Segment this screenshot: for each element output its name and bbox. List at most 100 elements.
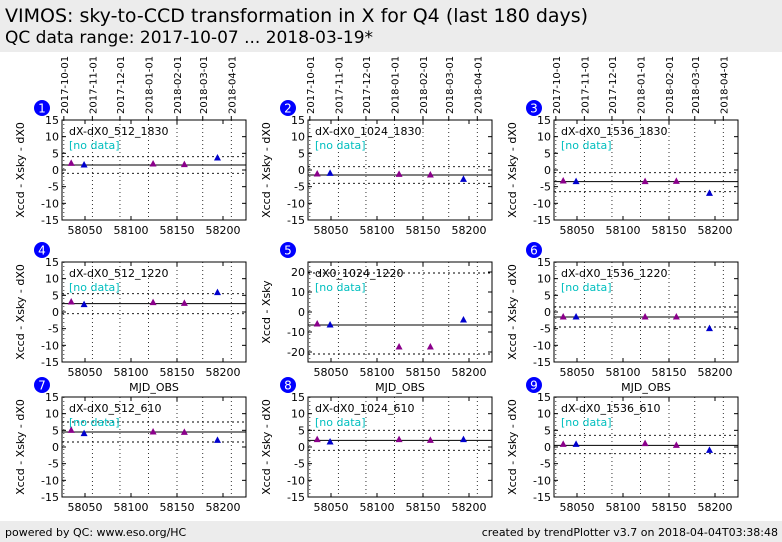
y-tick-label: -5 bbox=[48, 458, 59, 471]
y-tick-label: -10 bbox=[287, 326, 305, 339]
data-point bbox=[180, 160, 188, 168]
x-tick-label: 58050 bbox=[314, 366, 349, 379]
date-tick-label: 2018-03-01 bbox=[445, 56, 456, 114]
x-tick-label: 58200 bbox=[206, 366, 241, 379]
footer-powered-by: powered by QC: www.eso.org/HC bbox=[5, 526, 187, 539]
x-tick-label: 58100 bbox=[606, 501, 641, 514]
data-point bbox=[67, 426, 75, 433]
y-tick-label: 10 bbox=[291, 286, 305, 299]
x-tick-label: 58100 bbox=[114, 501, 149, 514]
x-tick-label: 58050 bbox=[68, 501, 103, 514]
data-point bbox=[149, 298, 157, 306]
no-data-label: [no data] bbox=[69, 281, 120, 294]
x-tick-label: 58150 bbox=[160, 224, 195, 237]
x-tick-label: 58050 bbox=[560, 501, 595, 514]
panel-series-label: dX0_1024_1220 bbox=[315, 267, 404, 280]
data-point bbox=[641, 177, 649, 185]
x-tick-label: 58050 bbox=[314, 501, 349, 514]
data-point bbox=[426, 436, 434, 443]
y-axis-label: Xccd - Xsky - dX0 bbox=[506, 399, 519, 495]
data-point bbox=[213, 436, 221, 443]
panel-series-label: dX-dX0_1536_610 bbox=[561, 402, 660, 415]
date-tick-label: 2017-12-01 bbox=[116, 56, 127, 114]
x-tick-label: 58200 bbox=[698, 366, 733, 379]
y-tick-label: 15 bbox=[45, 114, 59, 127]
page-title: VIMOS: sky-to-CCD transformation in X fo… bbox=[5, 5, 589, 27]
panel-number: 3 bbox=[530, 102, 538, 116]
y-tick-label: -5 bbox=[48, 323, 59, 336]
x-tick-label: 58150 bbox=[406, 501, 441, 514]
panel-series-label: dX-dX0_1024_610 bbox=[315, 402, 414, 415]
y-tick-label: 10 bbox=[45, 408, 59, 421]
panel-number-badge bbox=[526, 377, 542, 393]
data-point bbox=[559, 177, 567, 184]
x-axis-label: MJD_OBS bbox=[375, 381, 425, 394]
y-tick-label: 5 bbox=[544, 424, 551, 437]
x-tick-label: 58100 bbox=[360, 366, 395, 379]
y-axis-label: Xccd - Xsky - dX0 bbox=[260, 399, 273, 495]
data-point bbox=[80, 300, 88, 308]
y-tick-label: -10 bbox=[41, 339, 59, 352]
y-axis-label: Xccd - Xsky - dX0 bbox=[14, 264, 27, 360]
y-tick-label: -10 bbox=[41, 197, 59, 210]
data-point bbox=[80, 161, 88, 168]
panel-series-label: dX-dX0_512_610 bbox=[69, 402, 161, 415]
data-point bbox=[459, 435, 467, 443]
y-tick-label: 5 bbox=[544, 289, 551, 302]
y-tick-label: -15 bbox=[41, 491, 59, 504]
no-data-label: [no data] bbox=[315, 139, 366, 152]
no-data-label: [no data] bbox=[69, 139, 120, 152]
panel-number-badge bbox=[34, 377, 50, 393]
y-tick-label: -10 bbox=[533, 339, 551, 352]
date-tick-label: 2017-11-01 bbox=[580, 56, 591, 114]
panel-number-badge bbox=[280, 377, 296, 393]
panel-series-label: dX-dX0_512_1830 bbox=[69, 125, 168, 138]
data-point bbox=[326, 169, 334, 176]
y-tick-label: 10 bbox=[291, 131, 305, 144]
date-tick-label: 2018-02-01 bbox=[419, 56, 430, 114]
data-point bbox=[149, 160, 157, 167]
y-axis-label: Xccd - Xsky - dX0 bbox=[260, 122, 273, 218]
date-tick-label: 2018-04-01 bbox=[719, 56, 730, 114]
x-tick-label: 58200 bbox=[206, 501, 241, 514]
y-tick-label: -10 bbox=[287, 474, 305, 487]
panel-6: -15 -10 -5 0 5 10 15 58050 58100 58150 58200 MJD_OB… bbox=[506, 242, 739, 394]
data-point bbox=[67, 298, 75, 305]
data-point bbox=[326, 438, 334, 445]
x-tick-label: 58200 bbox=[698, 501, 733, 514]
panel-number-badge bbox=[280, 100, 296, 116]
data-point bbox=[641, 439, 649, 447]
y-axis-label: Xccd - Xsky - dX0 bbox=[14, 399, 27, 495]
x-tick-label: 58050 bbox=[68, 224, 103, 237]
x-tick-label: 58200 bbox=[452, 366, 487, 379]
panel-number-badge bbox=[526, 100, 542, 116]
panel-series-label: dX-dX0_1536_1830 bbox=[561, 125, 667, 138]
date-tick-label: 2018-04-01 bbox=[473, 56, 484, 114]
panel-8: -15 -10 -5 0 5 10 15 58050 58100 58150 58200 Xccd -… bbox=[260, 377, 493, 514]
data-point bbox=[213, 154, 221, 161]
date-tick-label: 2018-01-01 bbox=[636, 56, 647, 114]
y-tick-label: 5 bbox=[298, 147, 305, 160]
data-point bbox=[459, 316, 467, 323]
data-point bbox=[559, 440, 567, 447]
y-tick-label: 5 bbox=[52, 147, 59, 160]
y-tick-label: -15 bbox=[533, 491, 551, 504]
x-tick-label: 58150 bbox=[406, 224, 441, 237]
panel-series-label: dX-dX0_1024_1830 bbox=[315, 125, 421, 138]
x-tick-label: 58150 bbox=[160, 501, 195, 514]
data-point bbox=[395, 435, 403, 443]
y-tick-label: 0 bbox=[544, 441, 551, 454]
x-tick-label: 58150 bbox=[406, 366, 441, 379]
y-tick-label: 10 bbox=[45, 131, 59, 144]
x-tick-label: 58150 bbox=[652, 501, 687, 514]
no-data-label: [no data] bbox=[561, 139, 612, 152]
data-point bbox=[180, 428, 188, 435]
y-axis-label: Xccd - Xsky - dX0 bbox=[14, 122, 27, 218]
x-tick-label: 58100 bbox=[360, 501, 395, 514]
no-data-label: [no data] bbox=[315, 281, 366, 294]
x-tick-label: 58100 bbox=[114, 366, 149, 379]
y-tick-label: 0 bbox=[52, 306, 59, 319]
data-point bbox=[672, 177, 680, 184]
y-tick-label: 5 bbox=[52, 424, 59, 437]
data-point bbox=[180, 299, 188, 306]
